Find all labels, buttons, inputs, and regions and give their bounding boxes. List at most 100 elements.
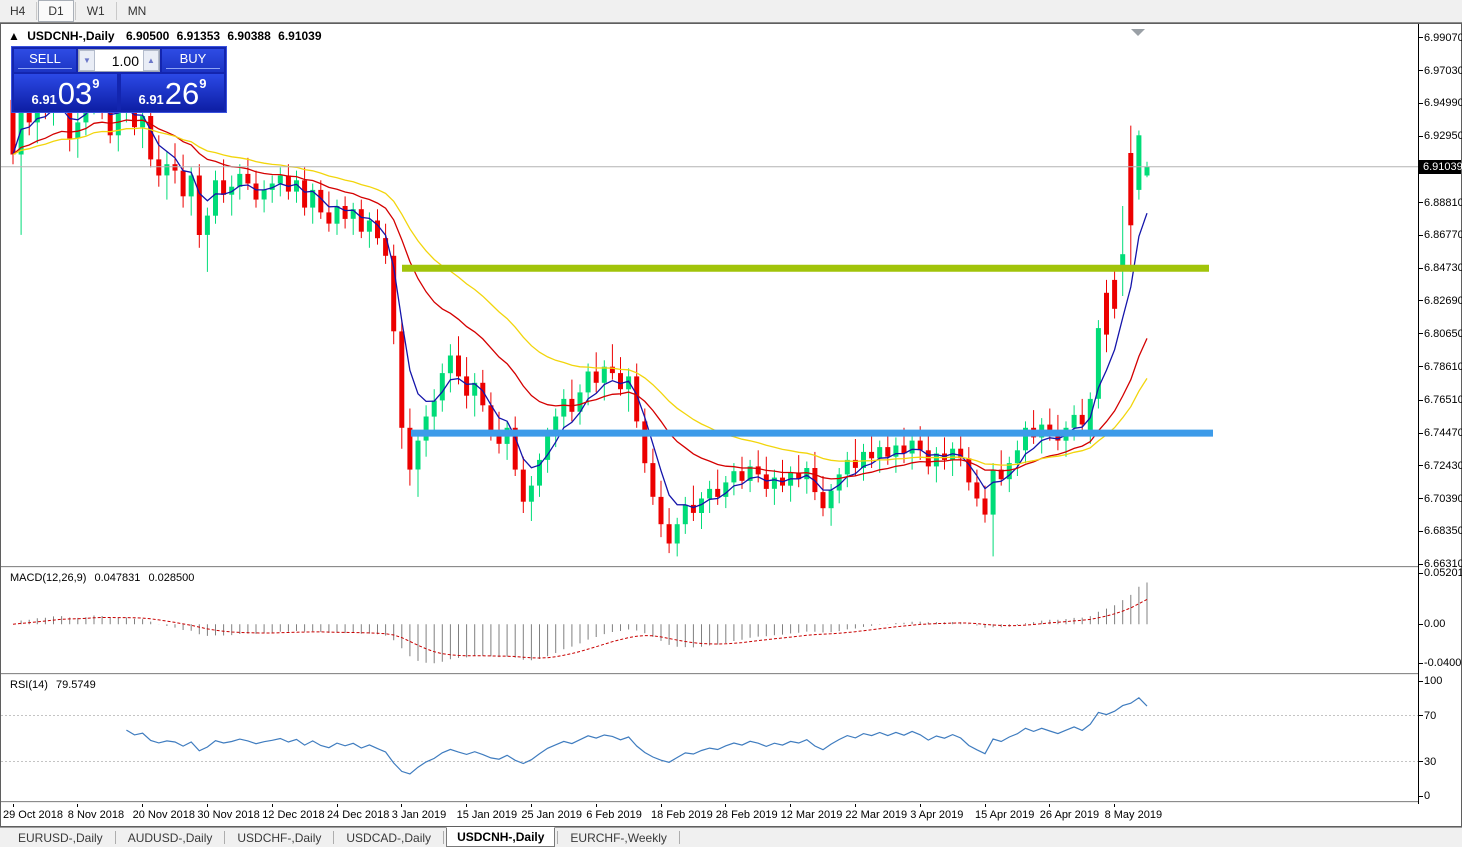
rsi-axis-label-tick [1419, 715, 1423, 716]
symbol-tab-usdcnh-daily[interactable]: USDCNH-,Daily [446, 827, 556, 847]
timeframe-button-mn[interactable]: MN [127, 4, 147, 18]
bid-big-digits: 03 [57, 76, 93, 111]
sell-underline [18, 68, 72, 69]
macd-axis-label-tick [1419, 624, 1423, 625]
ask-quote-box[interactable]: 6.91 26 9 [121, 74, 224, 110]
date-axis-label: 29 Oct 2018 [3, 809, 63, 821]
date-axis-label: 3 Jan 2019 [391, 809, 447, 821]
timeframe-button-d1[interactable]: D1 [38, 0, 74, 22]
macd-signal-value: 0.028500 [148, 572, 195, 584]
sell-button-label: SELL [29, 51, 61, 66]
chart-client-area: 6.91039 6.99070 6.97030 6.94990 6.92950 6.88… [1, 24, 1462, 826]
macd-axis-label: 0.00 [1424, 618, 1446, 631]
price-axis-label-tick [1419, 70, 1423, 71]
symbol-tab-usdchf-daily[interactable]: USDCHF-,Daily [237, 830, 322, 845]
date-axis-tick [401, 804, 402, 807]
tab-separator [114, 831, 116, 844]
toolbar-separator [74, 2, 76, 20]
date-axis-label: 20 Nov 2018 [132, 809, 195, 821]
price-axis-label-tick [1419, 366, 1423, 367]
price-axis-label: 6.74470 [1424, 427, 1462, 440]
tab-separator [678, 831, 680, 844]
timeframe-button-w1[interactable]: W1 [86, 4, 105, 18]
macd-main-value: 0.047831 [94, 572, 141, 584]
buy-button[interactable]: BUY [162, 49, 224, 72]
date-axis-label: 28 Feb 2019 [715, 809, 778, 821]
toolbar-separator [36, 2, 38, 20]
scroll-to-end-marker [1131, 29, 1145, 36]
pane-separator[interactable] [1, 801, 1461, 804]
bid-prefix: 6.91 [31, 92, 57, 107]
ask-big-digits: 26 [164, 76, 200, 111]
price-axis-label: 6.88810 [1424, 196, 1462, 209]
price-axis-label-tick [1419, 37, 1423, 38]
volume-input[interactable] [95, 50, 143, 71]
date-axis-label: 6 Feb 2019 [586, 809, 642, 821]
volume-decrease-button[interactable]: ▼ [79, 50, 95, 71]
ohlc-high: 6.91353 [176, 29, 221, 43]
pane-separator[interactable] [1, 673, 1461, 676]
rsi-axis-label: 0 [1424, 790, 1431, 802]
price-chart-canvas[interactable] [1, 24, 1418, 804]
macd-axis-label-tick [1419, 573, 1423, 574]
price-axis-label: 6.68350 [1424, 525, 1462, 538]
date-axis-label: 25 Jan 2019 [521, 809, 582, 821]
price-axis-label: 6.70390 [1424, 492, 1462, 505]
date-axis-tick [207, 804, 208, 807]
tab-separator [224, 831, 226, 844]
symbol-tab-eurchf-weekly[interactable]: EURCHF-,Weekly [570, 830, 667, 845]
buy-button-label: BUY [179, 51, 207, 66]
symbol-tab-audusd-daily[interactable]: AUDUSD-,Daily [127, 830, 213, 845]
date-axis-tick [661, 804, 662, 807]
price-axis-label-tick [1419, 333, 1423, 334]
ohlc-open: 6.90500 [125, 29, 170, 43]
date-axis-tick [725, 804, 726, 807]
date-axis-label: 12 Dec 2018 [262, 809, 325, 821]
symbol-tab-eurusd-daily[interactable]: EURUSD-,Daily [18, 830, 103, 845]
rsi-axis-label: 70 [1424, 709, 1437, 722]
price-axis-label: 6.97030 [1424, 64, 1462, 77]
volume-increase-button[interactable]: ▲ [143, 50, 159, 71]
tab-separator [557, 831, 559, 844]
price-axis-label-tick [1419, 300, 1423, 301]
date-axis-tick [790, 804, 791, 807]
date-axis-tick [920, 804, 921, 807]
price-axis-label-tick [1419, 235, 1423, 236]
bid-pipette: 9 [92, 76, 100, 91]
date-axis-tick [337, 804, 338, 807]
date-axis-label: 24 Dec 2018 [327, 809, 390, 821]
one-click-trading-panel: SELL ▼ ▲ BUY 6.91 03 9 [11, 46, 227, 113]
buy-underline [166, 68, 220, 69]
sell-button[interactable]: SELL [14, 49, 76, 72]
price-axis-label-tick [1419, 268, 1423, 269]
timeframe-toolbar: H4 D1 W1 MN [0, 0, 1462, 23]
date-axis-tick [142, 804, 143, 807]
pane-separator[interactable] [1, 566, 1461, 569]
price-axis-label-tick [1419, 531, 1423, 532]
macd-axis-label-tick [1419, 663, 1423, 664]
price-axis-label-tick [1419, 498, 1423, 499]
ask-prefix: 6.91 [138, 92, 164, 107]
macd-axis-label: 0.052015 [1424, 567, 1462, 580]
symbol-tab-usdcad-daily[interactable]: USDCAD-,Daily [346, 830, 432, 845]
chart-tab-bar: EURUSD-,Daily AUDUSD-,Daily USDCHF-,Daily U… [0, 827, 1462, 847]
toolbar-separator [115, 2, 117, 20]
date-axis-label: 15 Jan 2019 [456, 809, 518, 821]
date-axis-tick [1049, 804, 1050, 807]
price-axis-label: 6.94990 [1424, 97, 1462, 110]
date-axis-label: 12 Mar 2019 [780, 809, 843, 821]
ask-pipette: 9 [199, 76, 207, 91]
macd-axis-label: -0.040015 [1424, 657, 1462, 670]
price-axis-label: 6.66310 [1424, 558, 1462, 571]
price-axis-label: 6.72430 [1424, 459, 1462, 472]
rsi-axis-label-tick [1419, 761, 1423, 762]
date-axis-tick [77, 804, 78, 807]
collapse-panel-icon[interactable]: ▲ [8, 29, 20, 43]
bid-quote-box[interactable]: 6.91 03 9 [14, 74, 117, 110]
timeframe-button-h4[interactable]: H4 [10, 4, 26, 18]
price-axis-label: 6.99070 [1424, 31, 1462, 44]
date-axis-tick [855, 804, 856, 807]
price-axis-label: 6.80650 [1424, 327, 1462, 340]
price-axis-label: 6.76510 [1424, 394, 1462, 407]
date-axis-tick [531, 804, 532, 807]
